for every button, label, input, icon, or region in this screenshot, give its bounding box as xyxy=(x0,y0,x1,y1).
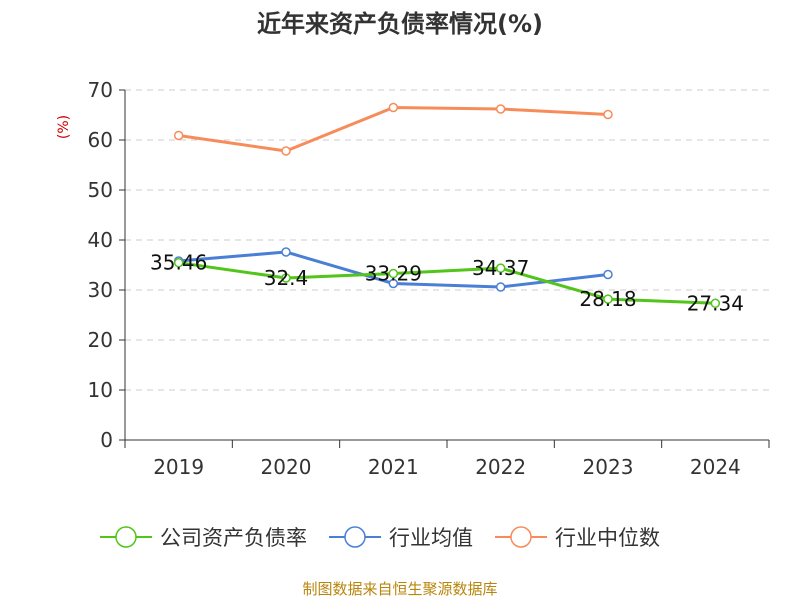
x-tick-label: 2024 xyxy=(690,455,741,479)
y-axis-label: (%) xyxy=(56,115,72,139)
data-point xyxy=(495,282,506,292)
data-point xyxy=(495,104,506,114)
y-tick-label: 10 xyxy=(88,378,113,402)
y-tick-label: 30 xyxy=(88,278,113,302)
legend-marker xyxy=(510,526,532,548)
series-line-2 xyxy=(178,106,609,153)
data-point xyxy=(603,109,613,120)
legend-label: 行业均值 xyxy=(389,526,473,550)
y-tick-label: 70 xyxy=(88,78,113,102)
legend-item-1: 行业均值 xyxy=(329,526,473,550)
y-tick-label: 60 xyxy=(88,128,113,152)
grid xyxy=(125,89,769,391)
legend-marker xyxy=(344,526,366,548)
x-tick-label: 2022 xyxy=(475,455,526,479)
legend-item-2: 行业中位数 xyxy=(495,526,660,550)
data-point xyxy=(281,247,291,257)
data-label: 34.37 xyxy=(472,256,529,280)
series-line-0 xyxy=(178,261,716,305)
source-note: 制图数据来自恒生聚源数据库 xyxy=(302,580,498,598)
legend: 公司资产负债率 行业均值 行业中位数 xyxy=(100,526,660,550)
data-label: 27.34 xyxy=(687,291,744,315)
y-tick-label: 20 xyxy=(88,328,113,352)
data-label: 28.18 xyxy=(579,287,636,311)
y-tick-label: 0 xyxy=(100,428,113,452)
x-tick-label: 2023 xyxy=(583,455,634,479)
legend-marker xyxy=(115,526,137,548)
legend-item-0: 公司资产负债率 xyxy=(100,526,307,550)
data-point xyxy=(173,130,184,141)
data-label: 35.46 xyxy=(150,251,207,275)
legend-label: 行业中位数 xyxy=(555,526,660,550)
data-labels: 35.46 32.4 33.29 34.37 28.18 27.34 xyxy=(150,251,744,316)
data-point xyxy=(388,278,399,289)
axes: 0 10 20 30 40 50 60 70 (%) 2019 2020 2021 2022 2023 20… xyxy=(56,78,770,479)
data-point xyxy=(173,257,184,268)
data-label: 33.29 xyxy=(365,262,422,286)
data-point xyxy=(388,102,399,113)
y-tick-label: 50 xyxy=(88,178,113,202)
data-point xyxy=(281,146,291,156)
x-tick-label: 2019 xyxy=(153,455,204,479)
data-point xyxy=(495,263,506,273)
data-point xyxy=(388,268,399,279)
data-point xyxy=(281,273,291,283)
data-label: 32.4 xyxy=(264,266,309,290)
x-tick-label: 2021 xyxy=(368,455,419,479)
chart-title: 近年来资产负债率情况(%) xyxy=(257,10,543,38)
data-point xyxy=(603,294,613,304)
y-tick-label: 40 xyxy=(88,228,113,252)
series xyxy=(173,102,721,309)
data-point xyxy=(710,298,721,309)
x-tick-label: 2020 xyxy=(261,455,312,479)
legend-label: 公司资产负债率 xyxy=(160,526,307,550)
data-point xyxy=(603,269,613,280)
